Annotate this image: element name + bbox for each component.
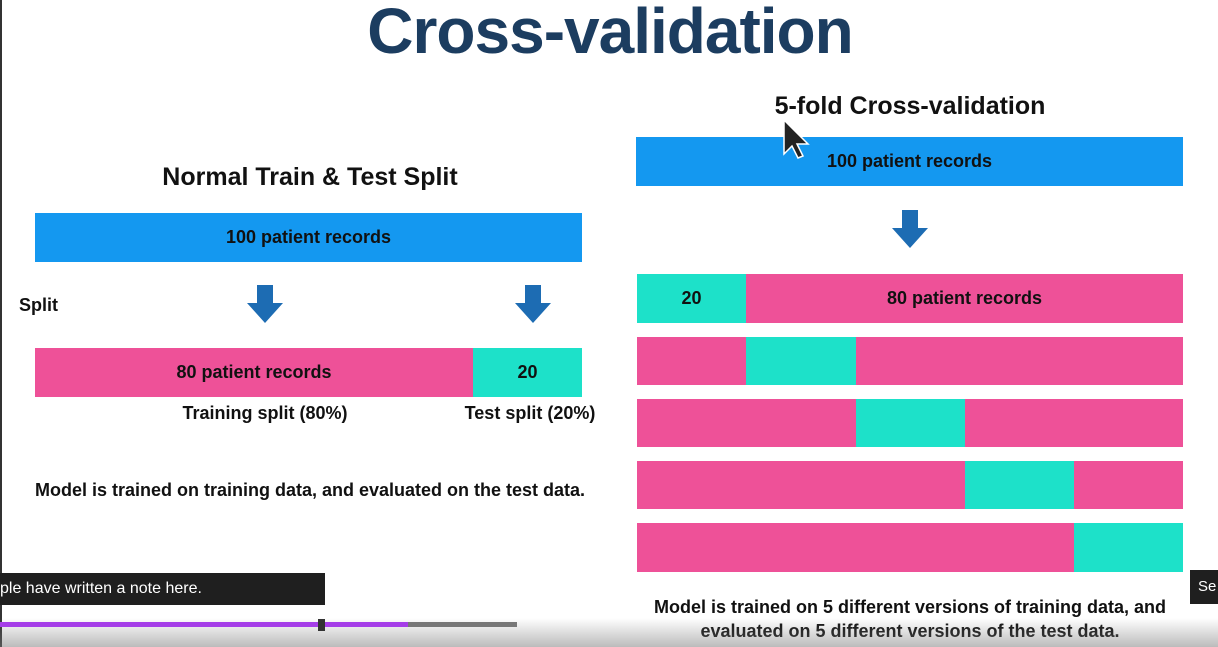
left-train-bar: 80 patient records [35, 348, 473, 397]
fold-segment [637, 523, 1074, 572]
settings-button[interactable]: Se [1190, 570, 1218, 604]
slide-title: Cross-validation [367, 0, 853, 67]
progress-marker [318, 619, 325, 631]
fold-segment [1074, 523, 1183, 572]
progress-played [0, 622, 408, 627]
fold-segment [746, 337, 856, 385]
arrow [892, 210, 928, 248]
left-note: Model is trained on training data, and e… [34, 480, 586, 500]
fold-segment [1074, 461, 1183, 509]
split-label: Split [19, 295, 58, 315]
left-total-bar: 100 patient records [35, 213, 582, 262]
fold-test: 20 [637, 274, 746, 323]
fold-segment [637, 461, 965, 509]
fold-segment [856, 337, 1183, 385]
note-caption: ple have written a note here. [0, 573, 325, 605]
fold-segment [856, 399, 965, 447]
fold-segment [637, 337, 746, 385]
right-total-bar: 100 patient records [636, 137, 1183, 186]
train-caption: Training split (80%) [182, 403, 348, 423]
left-test-bar: 20 [473, 348, 582, 397]
left-heading: Normal Train & Test Split [162, 163, 458, 191]
mouse-cursor [783, 118, 810, 159]
test-caption: Test split (20%) [464, 403, 596, 423]
left-edge [0, 0, 2, 647]
fold-segment [965, 461, 1074, 509]
arrow [247, 285, 283, 323]
arrow [515, 285, 551, 323]
right-heading: 5-fold Cross-validation [774, 92, 1046, 120]
fold-train: 80 patient records [746, 274, 1183, 323]
fold-segment [965, 399, 1183, 447]
fold-segment [637, 399, 856, 447]
